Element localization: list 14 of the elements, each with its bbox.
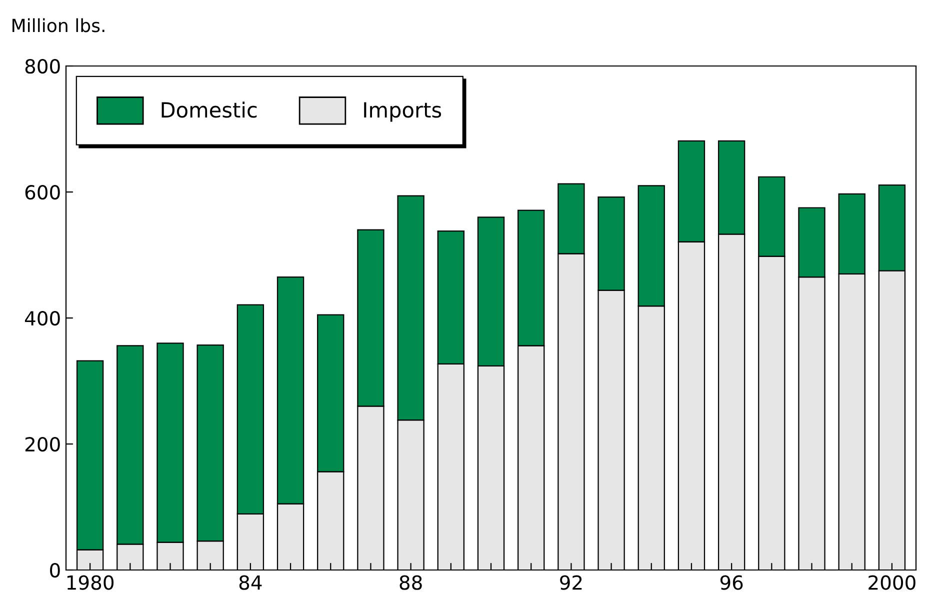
x-tick-label: 92 <box>560 575 582 590</box>
x-tick-label: 84 <box>239 575 262 590</box>
x-tick-label: 96 <box>720 575 743 590</box>
y-tick-label: 600 <box>25 184 60 200</box>
legend-label: Imports <box>364 102 442 122</box>
x-tick-label: 2000 <box>868 575 916 590</box>
y-axis-title: Million lbs. <box>12 18 104 32</box>
y-tick-label: 200 <box>25 436 60 452</box>
y-tick-label: 800 <box>25 58 60 74</box>
legend-label: Domestic <box>162 102 257 118</box>
x-tick-label: 1980 <box>67 575 114 590</box>
y-tick-label: 0 <box>50 562 60 578</box>
y-tick-label: 400 <box>24 310 60 326</box>
x-tick-label: 88 <box>400 575 422 590</box>
